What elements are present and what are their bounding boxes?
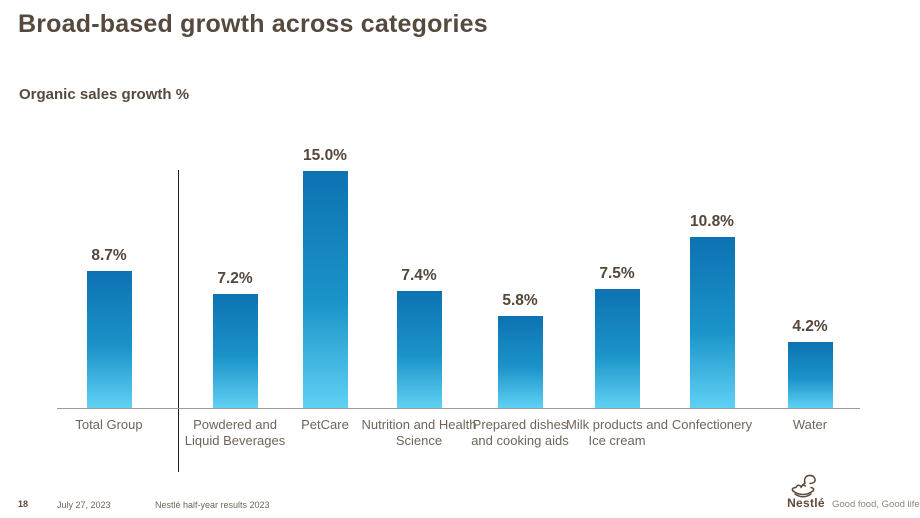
nestle-nest-icon xyxy=(791,474,816,498)
bar-category-label: Water xyxy=(792,417,828,432)
nestle-logo: Nestlé Good food, Good life xyxy=(785,468,920,512)
bar-1 xyxy=(212,294,258,408)
bar-category-label: PetCare xyxy=(301,417,349,432)
bar-value-label: 4.2% xyxy=(792,318,828,335)
bar-value-label: 7.4% xyxy=(401,267,437,284)
bar-value-label: 15.0% xyxy=(303,147,347,164)
bar-0 xyxy=(86,271,132,408)
bar-3 xyxy=(396,291,442,408)
chart-subtitle: Organic sales growth % xyxy=(19,86,190,103)
bar-4 xyxy=(497,316,543,408)
page-number: 18 xyxy=(18,499,29,509)
bar-value-label: 5.8% xyxy=(502,292,538,309)
footer-document-title: Nestlé half-year results 2023 xyxy=(155,500,270,510)
bar-category-label: Total Group xyxy=(75,417,143,432)
bar-6 xyxy=(689,237,735,408)
bar-category-label: Nutrition and Health Science xyxy=(361,417,477,448)
bar-value-label: 8.7% xyxy=(91,247,127,264)
bar-category-label: Milk products and Ice cream xyxy=(566,417,668,448)
bar-5 xyxy=(594,289,640,408)
bar-value-label: 7.5% xyxy=(599,265,635,282)
nestle-wordmark: Nestlé xyxy=(787,496,825,510)
footer-date: July 27, 2023 xyxy=(57,500,111,510)
bar-value-label: 10.8% xyxy=(690,213,734,230)
bar-7 xyxy=(787,342,833,408)
bar-value-label: 7.2% xyxy=(217,270,253,287)
slide-title: Broad-based growth across categories xyxy=(18,10,488,38)
bar-2 xyxy=(302,171,348,408)
bar-category-label: Confectionery xyxy=(671,417,753,432)
brand-tagline: Good food, Good life xyxy=(832,499,920,510)
total-group-separator-line xyxy=(178,170,179,472)
bar-category-label: Prepared dishes and cooking aids xyxy=(471,417,569,448)
bar-category-label: Powdered and Liquid Beverages xyxy=(184,417,286,448)
x-axis-line xyxy=(57,408,860,409)
